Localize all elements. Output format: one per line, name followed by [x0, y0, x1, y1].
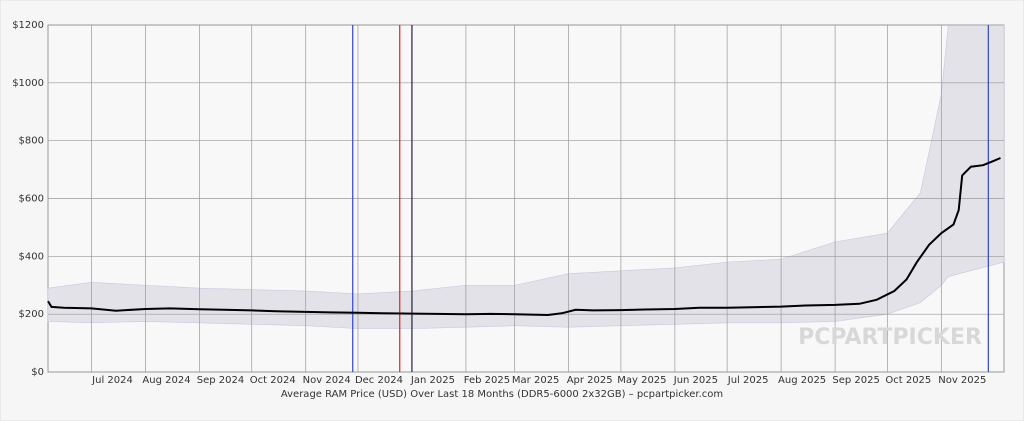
y-tick-label: $1000	[12, 78, 44, 89]
x-tick-label: Aug 2024	[142, 375, 190, 386]
x-tick-label: May 2025	[617, 375, 666, 386]
x-tick-label: Aug 2025	[778, 375, 826, 386]
y-tick-label: $0	[31, 367, 44, 378]
x-tick-label: Nov 2024	[303, 375, 351, 386]
y-tick-label: $200	[19, 309, 44, 320]
x-tick-label: Jul 2025	[727, 375, 769, 386]
x-tick-label: Mar 2025	[512, 375, 560, 386]
x-tick-label: Sep 2025	[832, 375, 879, 386]
x-tick-label: Sep 2024	[197, 375, 244, 386]
x-tick-label: Jul 2024	[91, 375, 133, 386]
x-tick-label: Feb 2025	[464, 375, 510, 386]
plot-layer	[47, 24, 1005, 373]
y-tick-label: $600	[19, 194, 44, 205]
y-tick-label: $400	[19, 251, 44, 262]
x-tick-label: Dec 2024	[355, 375, 403, 386]
x-tick-label: Jan 2025	[410, 375, 455, 386]
x-tick-label: Apr 2025	[567, 375, 613, 386]
y-tick-label: $800	[19, 136, 44, 147]
x-tick-label: Oct 2025	[885, 375, 931, 386]
x-tick-label: Jun 2025	[673, 375, 718, 386]
price-line	[47, 157, 1001, 317]
y-tick-label: $1200	[12, 20, 44, 31]
chart-caption: Average RAM Price (USD) Over Last 18 Mon…	[281, 389, 723, 400]
x-tick-label: Nov 2025	[938, 375, 986, 386]
watermark: PCPARTPICKER	[798, 325, 982, 350]
x-tick-label: Oct 2024	[250, 375, 296, 386]
